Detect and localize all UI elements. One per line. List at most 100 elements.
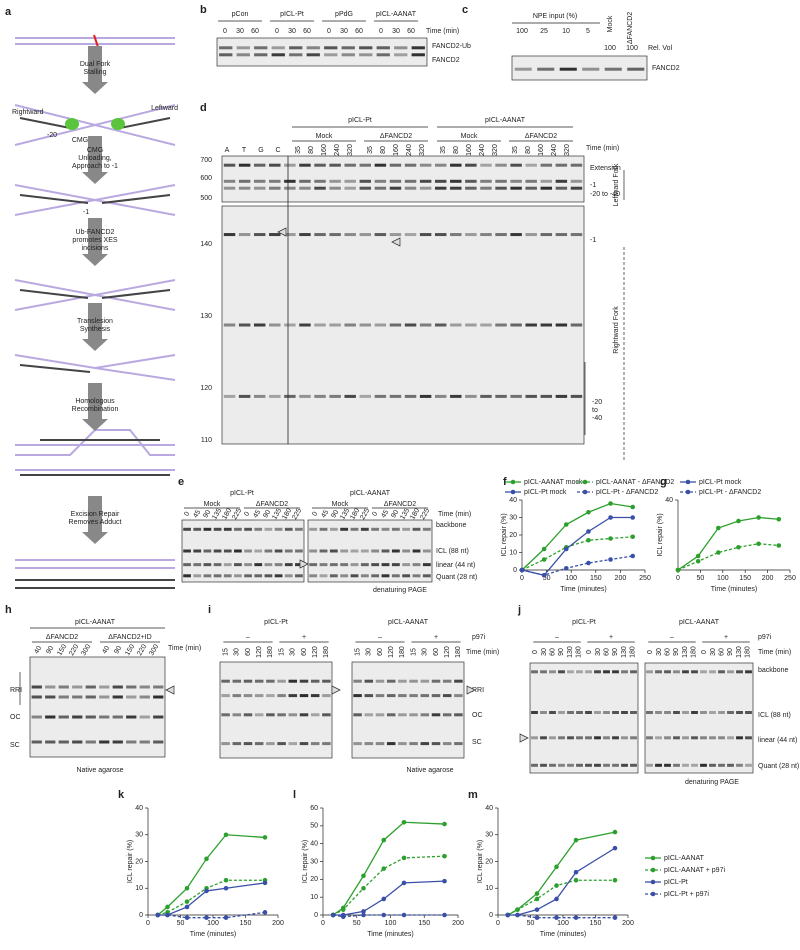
gel-band — [374, 186, 387, 190]
x-tick-label: 50 — [527, 920, 535, 927]
gel-band — [537, 67, 555, 71]
dna — [14, 104, 176, 146]
gel-band — [254, 679, 264, 683]
gel-band — [558, 670, 565, 674]
gel-band — [391, 527, 400, 531]
data-point — [586, 560, 591, 566]
gel-band — [555, 394, 568, 398]
data-point — [340, 907, 346, 912]
step-label: CMG — [87, 147, 103, 154]
time-label: 60 — [245, 648, 252, 656]
legend-label: pICL-AANAT — [664, 855, 705, 862]
gel-band — [570, 394, 583, 398]
time-label: 240 — [551, 144, 558, 156]
gel-band — [510, 163, 522, 167]
arrowhead — [466, 685, 476, 695]
gel-band — [718, 736, 725, 740]
time-label: 90 — [390, 509, 400, 519]
gel-band — [709, 670, 716, 674]
band-label: ICL (88 nt) — [758, 712, 791, 719]
time-label: 180 — [267, 646, 274, 658]
gel-band — [585, 670, 592, 674]
series-line — [157, 882, 266, 916]
gel-band — [558, 763, 565, 767]
gel-band — [398, 713, 407, 717]
gel-band — [360, 563, 369, 567]
treatment-label: – — [378, 634, 382, 641]
data-point — [184, 899, 190, 904]
time-label: 240 — [479, 144, 486, 156]
gel-band — [213, 527, 222, 531]
gel-band — [284, 163, 296, 167]
gel — [221, 155, 585, 203]
gel-band — [254, 527, 263, 531]
gel-band — [727, 763, 734, 767]
time-label: 180 — [409, 507, 421, 521]
gel-band — [673, 711, 680, 714]
time-label: 220 — [136, 643, 148, 657]
gel-band — [371, 527, 380, 531]
gel-band — [420, 742, 430, 746]
gel-band — [582, 67, 600, 71]
gel-band — [219, 53, 233, 57]
gel-band — [371, 563, 380, 567]
data-point — [361, 912, 366, 918]
time-label: 0 — [275, 28, 279, 35]
gel-band — [319, 549, 328, 553]
y-axis-title: ICL repair (%) — [477, 840, 484, 883]
y-axis-title: ICL repair (%) — [302, 840, 309, 883]
x-tick-label: 250 — [639, 575, 651, 582]
time-label: 180 — [629, 646, 636, 658]
step-label: Dual Fork — [80, 61, 111, 68]
condition-label: ΔFANCD2 — [525, 133, 557, 140]
gel-band — [288, 713, 298, 717]
gel-band — [465, 163, 477, 167]
time-label: 60 — [301, 648, 308, 656]
gel-band — [360, 549, 369, 553]
step-arrow — [82, 136, 108, 184]
gel-band — [314, 179, 326, 183]
step-label: Stalling — [84, 69, 107, 76]
time-label: 90 — [727, 648, 734, 656]
step-label: Approach to -1 — [72, 163, 118, 170]
gel-band — [531, 670, 538, 674]
time-label: 130 — [682, 646, 689, 658]
step-arrow — [82, 218, 108, 266]
panel-label: m — [468, 789, 478, 801]
gel-band — [254, 694, 264, 698]
gel-band — [234, 527, 242, 531]
gel-band — [45, 715, 56, 719]
gel-band — [374, 179, 387, 183]
legend-label: pICL-Pt - ΔFANCD2 — [699, 489, 761, 496]
band-label: -1 — [590, 182, 596, 189]
data-point — [608, 501, 613, 506]
gel-band — [193, 549, 202, 553]
gel-band — [646, 736, 653, 740]
panel-label: b — [200, 4, 207, 16]
x-tick-label: 150 — [739, 575, 751, 582]
gel-band — [364, 694, 374, 698]
gel-band — [540, 179, 553, 183]
gel-band — [450, 179, 462, 183]
gel-band — [398, 694, 407, 698]
y-tick-label: 10 — [135, 885, 143, 892]
gel-band — [409, 694, 418, 698]
legend-marker — [650, 867, 656, 873]
time-label: 60 — [604, 648, 611, 656]
gel-band — [284, 323, 296, 327]
y-tick-label: 20 — [310, 876, 318, 883]
gel-band — [223, 323, 236, 327]
gel-band — [359, 323, 372, 327]
gel-band — [404, 179, 417, 183]
gel-band — [243, 679, 253, 683]
legend-label: pICL-Pt — [664, 879, 688, 886]
gel-band — [612, 670, 619, 674]
data-point — [695, 558, 701, 564]
condition-label: ΔFANCD2 — [384, 501, 416, 508]
marker-label: 130 — [200, 313, 212, 320]
y-tick-label: 0 — [489, 912, 493, 919]
gel-band — [264, 574, 273, 578]
time-label: 180 — [455, 646, 462, 658]
gel-band — [664, 763, 671, 767]
gel-band — [344, 233, 356, 237]
